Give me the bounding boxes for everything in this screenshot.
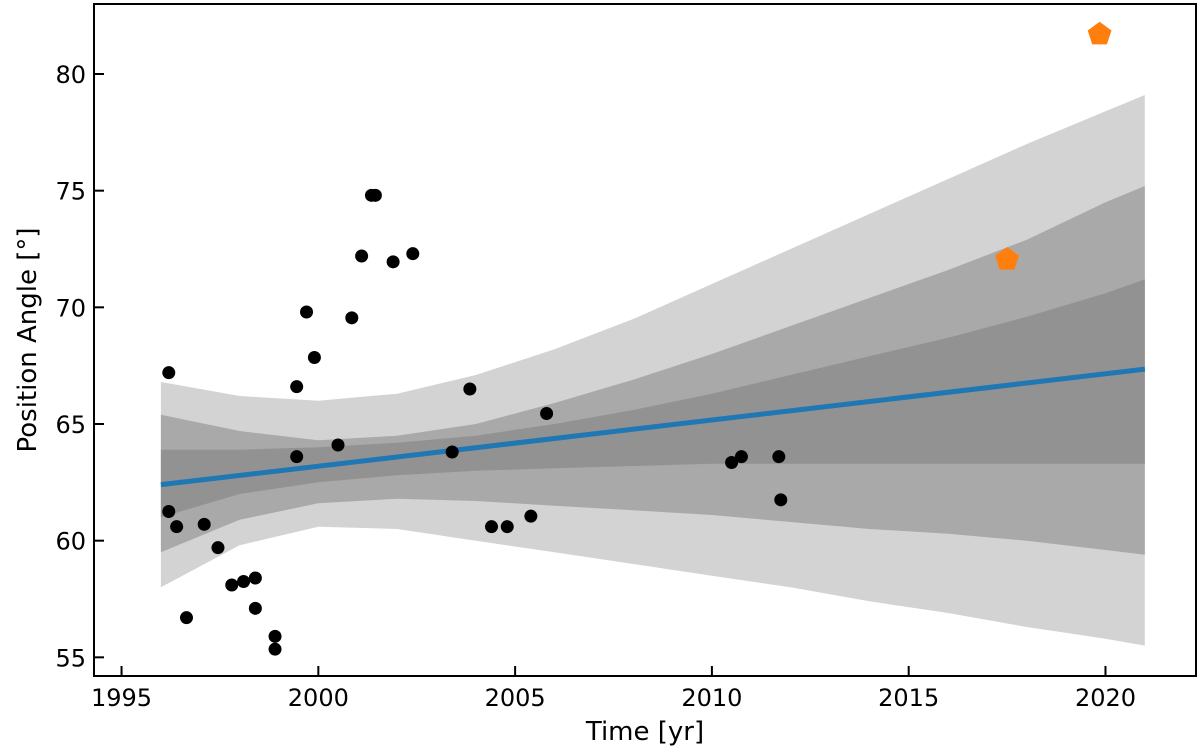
data-point xyxy=(386,255,400,269)
data-point xyxy=(162,366,176,380)
data-point xyxy=(524,509,538,523)
y-tick-label: 60 xyxy=(55,528,86,556)
data-point xyxy=(331,438,345,452)
data-point xyxy=(725,456,739,469)
data-point xyxy=(248,571,262,585)
data-point xyxy=(368,188,382,202)
highlight-point xyxy=(1087,21,1112,45)
x-tick-label: 2005 xyxy=(485,684,546,712)
x-tick-label: 1995 xyxy=(91,684,152,712)
data-point xyxy=(290,380,304,394)
x-axis-label: Time [yr] xyxy=(585,717,704,747)
data-point xyxy=(500,520,514,534)
data-point xyxy=(237,575,251,588)
data-point xyxy=(772,450,786,464)
data-point xyxy=(179,611,193,625)
data-point xyxy=(268,629,282,643)
data-point xyxy=(774,493,788,507)
x-tick-label: 2010 xyxy=(681,684,742,712)
x-axis-ticks: 1995 2000 2005 2010 2015 2020 xyxy=(91,666,1136,712)
y-tick-label: 80 xyxy=(55,61,86,89)
data-point xyxy=(463,382,477,396)
data-point xyxy=(734,450,748,464)
data-point xyxy=(268,642,282,656)
plot-frame xyxy=(93,3,1197,677)
data-point xyxy=(485,520,499,534)
x-tick-label: 2000 xyxy=(288,684,349,712)
data-point xyxy=(345,311,359,325)
y-tick-label: 70 xyxy=(55,294,86,322)
data-point xyxy=(540,407,554,420)
data-point xyxy=(211,541,225,555)
fit-line xyxy=(160,366,1146,488)
y-axis-ticks: 55 60 65 70 75 80 xyxy=(55,61,104,672)
fit-line-layer xyxy=(160,366,1146,488)
confidence-bands xyxy=(160,95,1145,646)
y-axis-label: Position Angle [°] xyxy=(13,227,43,452)
data-point xyxy=(170,520,184,534)
data-points xyxy=(162,21,1112,656)
y-tick-label: 75 xyxy=(55,178,86,206)
data-point xyxy=(355,249,369,263)
y-tick-label: 65 xyxy=(55,411,86,439)
highlight-point xyxy=(995,247,1019,270)
x-tick-label: 2015 xyxy=(878,684,939,712)
data-point xyxy=(225,578,239,592)
data-point xyxy=(248,601,262,615)
data-point xyxy=(406,247,420,261)
y-tick-label: 55 xyxy=(55,644,86,672)
data-point xyxy=(197,517,211,531)
data-point xyxy=(162,505,176,518)
data-point xyxy=(307,351,321,364)
data-point xyxy=(300,305,314,319)
data-point xyxy=(445,445,459,459)
x-tick-label: 2020 xyxy=(1075,684,1136,712)
data-point xyxy=(290,450,304,464)
